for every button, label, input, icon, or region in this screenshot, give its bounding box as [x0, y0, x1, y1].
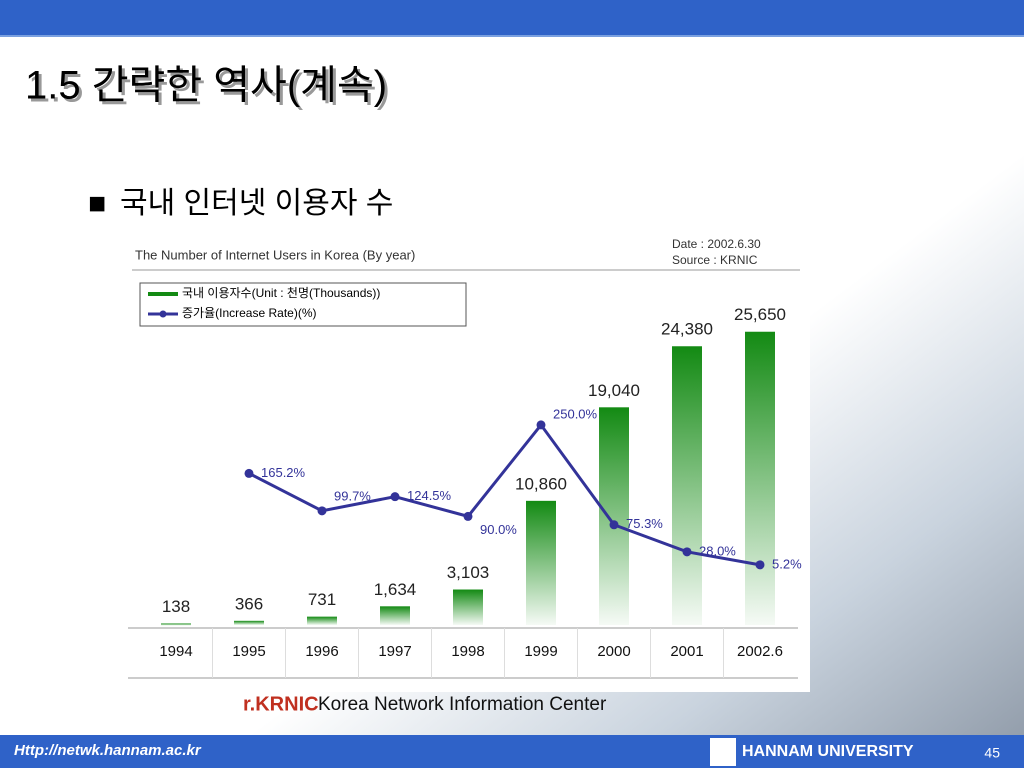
x-tick-label: 1995: [232, 643, 265, 660]
rate-point: [755, 560, 765, 570]
slide-title: 1.5 간략한 역사(계속): [25, 64, 387, 108]
rate-label: 75.3%: [626, 516, 663, 531]
bar: [672, 346, 702, 625]
bar-value-label: 19,040: [588, 381, 640, 400]
rate-label: 165.2%: [261, 465, 306, 480]
credit: Korea Network Information Center: [318, 694, 607, 715]
bar: [234, 620, 264, 625]
x-tick-label: 2001: [670, 643, 703, 660]
page-number: 45: [984, 745, 1000, 761]
bar-value-label: 25,650: [734, 305, 786, 324]
bar: [745, 331, 775, 625]
x-tick-label: 1997: [378, 643, 411, 660]
rate-point: [390, 492, 400, 502]
x-tick-label: 1998: [451, 643, 484, 660]
x-tick-label: 1996: [305, 643, 338, 660]
bar: [307, 616, 337, 625]
x-tick-label: 1999: [524, 643, 557, 660]
chart-date: Date : 2002.6.30: [672, 237, 761, 251]
x-tick-label: 2002.6: [737, 643, 783, 660]
title-shadow: 1.5 간략한 역사(계속): [28, 67, 390, 111]
footer-org: HANNAM UNIVERSITY: [742, 743, 914, 760]
rate-point: [463, 511, 473, 521]
bar-value-label: 1,634: [374, 580, 417, 599]
x-tick-label: 1994: [159, 643, 192, 660]
bar: [599, 407, 629, 625]
rate-label: 99.7%: [334, 488, 371, 503]
rate-label: 28.0%: [699, 543, 736, 558]
rate-label: 124.5%: [407, 488, 452, 503]
chart-title: The Number of Internet Users in Korea (B…: [135, 247, 415, 262]
rate-label: 5.2%: [772, 556, 802, 571]
university-logo: [710, 738, 736, 766]
bullet-mark: ■: [88, 187, 106, 220]
legend-marker: [159, 310, 167, 318]
bar-value-label: 366: [235, 594, 263, 613]
chart-source: Source : KRNIC: [672, 253, 758, 267]
bar-value-label: 731: [308, 590, 336, 609]
rate-point: [682, 547, 692, 557]
bar-value-label: 3,103: [447, 563, 490, 582]
footer-url: Http://netwk.hannam.ac.kr: [14, 742, 202, 759]
rate-point: [244, 468, 254, 478]
footer-bar: [0, 735, 1024, 768]
logo: r.KRNIC: [243, 693, 319, 715]
legend-label: 국내 이용자수(Unit : 천명(Thousands)): [182, 285, 380, 300]
rate-point: [536, 420, 546, 430]
top-bar: [0, 0, 1024, 35]
bar: [453, 589, 483, 625]
bar-value-label: 24,380: [661, 320, 713, 339]
rate-line: [248, 422, 761, 567]
legend-label: 증가율(Increase Rate)(%): [182, 306, 316, 320]
bar: [380, 606, 410, 625]
bar-value-label: 138: [162, 597, 190, 616]
rate-point: [609, 520, 619, 530]
rate-label: 90.0%: [480, 522, 517, 537]
rate-label: 250.0%: [553, 406, 598, 421]
bullet-text: 국내 인터넷 이용자 수: [120, 187, 393, 220]
bar: [161, 623, 191, 626]
bar: [526, 500, 556, 625]
bar-value-label: 10,860: [515, 474, 567, 493]
rate-point: [317, 506, 327, 516]
legend: [139, 282, 467, 327]
x-tick-label: 2000: [597, 643, 630, 660]
